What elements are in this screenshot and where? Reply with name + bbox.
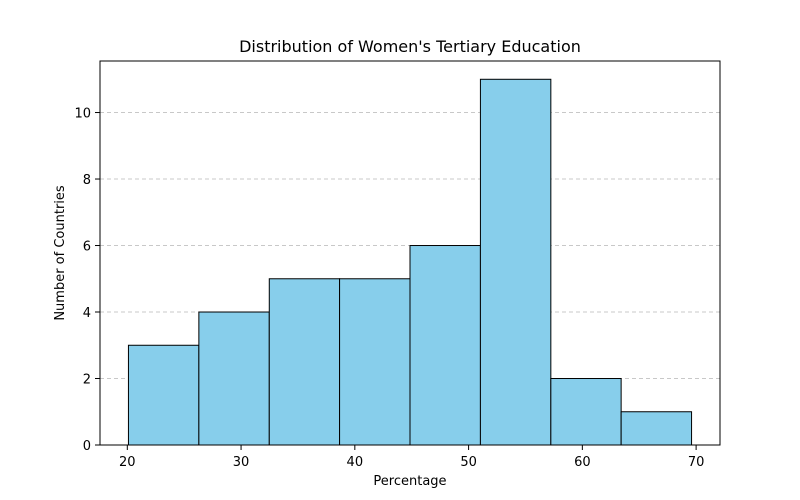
chart-title: Distribution of Women's Tertiary Educati… [239, 37, 581, 56]
histogram-bar [479, 78, 552, 446]
y-tick-label: 0 [83, 439, 91, 454]
y-tick-label: 4 [83, 306, 91, 321]
x-tick-label: 50 [460, 455, 477, 470]
y-tick-label: 10 [74, 107, 91, 122]
plot-frame [99, 60, 721, 446]
histogram-bar [409, 245, 481, 446]
x-tick-label: 20 [119, 455, 136, 470]
histogram-bar [268, 278, 341, 446]
x-axis-label: Percentage [373, 474, 446, 489]
histogram-bar [339, 278, 411, 446]
histogram-bar [198, 311, 270, 446]
histogram-bar [620, 411, 693, 446]
histogram-bar [127, 344, 200, 446]
y-tick-label: 6 [83, 240, 91, 255]
y-axis-ticks: 0 2 4 6 8 10 [74, 107, 100, 454]
x-tick-label: 60 [574, 455, 591, 470]
histogram-bars [127, 78, 693, 446]
y-tick-label: 8 [83, 173, 91, 188]
x-tick-label: 40 [347, 455, 364, 470]
x-tick-label: 30 [233, 455, 250, 470]
x-axis-ticks: 20 30 40 50 60 70 [119, 445, 704, 470]
x-tick-label: 70 [688, 455, 705, 470]
histogram-bar [550, 378, 622, 446]
y-tick-label: 2 [83, 373, 91, 388]
y-axis-label: Number of Countries [53, 185, 68, 321]
